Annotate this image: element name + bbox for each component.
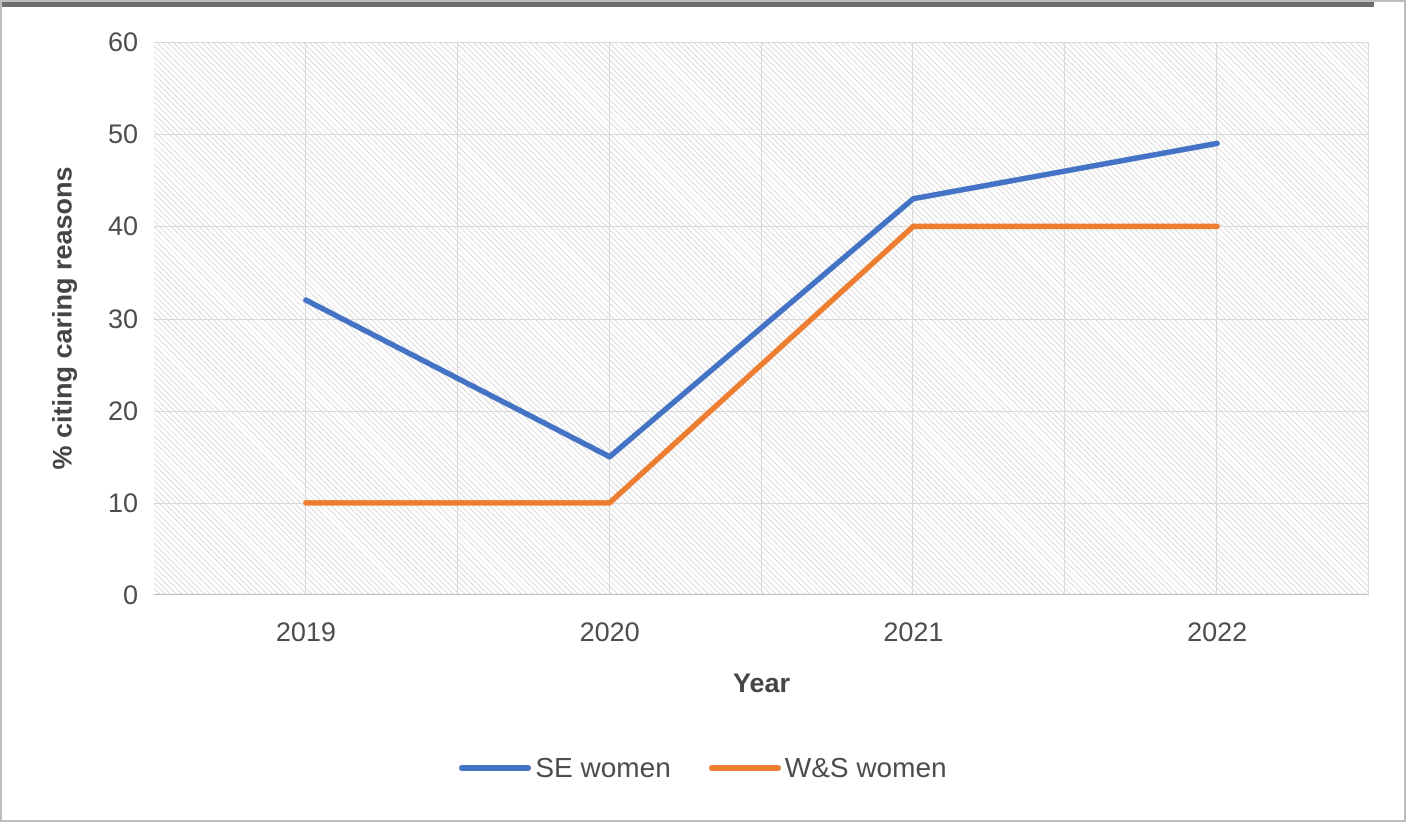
x-tick-label: 2020	[579, 617, 640, 647]
y-tick-label: 50	[107, 119, 138, 150]
y-tick-label: 10	[107, 487, 138, 518]
legend-label: W&S women	[784, 752, 947, 783]
x-tick-label: 2021	[883, 617, 944, 647]
series-line-w-s-women	[303, 223, 1220, 506]
series-line-se-women	[303, 140, 1220, 460]
window-top-strip	[2, 2, 1374, 7]
legend-item: SE women	[459, 752, 671, 784]
chart-canvas	[154, 42, 1369, 595]
y-tick-label: 20	[107, 395, 138, 426]
x-axis-title: Year	[732, 668, 791, 698]
legend-item: W&S women	[708, 752, 947, 784]
chart-legend: SE women W&S women	[2, 752, 1404, 784]
legend-line-swatch	[459, 765, 532, 771]
x-tick-label: 2022	[1187, 617, 1248, 647]
y-tick-label: 40	[107, 211, 138, 242]
legend-line-swatch	[708, 765, 781, 771]
legend-label: SE women	[535, 752, 671, 783]
y-tick-label: 0	[122, 580, 138, 610]
plot-area	[154, 42, 1369, 595]
y-tick-label: 60	[107, 27, 138, 57]
y-tick-label: 30	[107, 303, 138, 334]
x-tick-label: 2019	[275, 617, 336, 647]
